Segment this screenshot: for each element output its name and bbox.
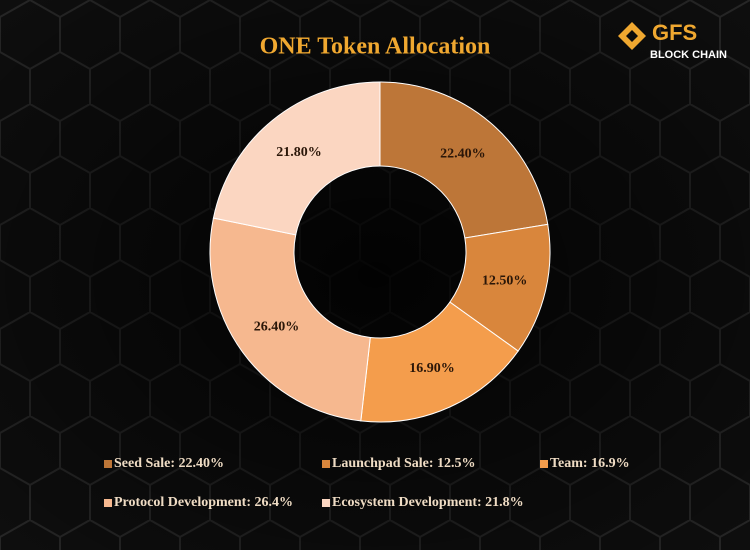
legend-swatch bbox=[104, 460, 112, 468]
logo-text: GFS bbox=[652, 20, 697, 45]
data-label: 16.90% bbox=[409, 361, 455, 376]
legend-swatch bbox=[322, 460, 330, 468]
data-label: 21.80% bbox=[276, 145, 322, 160]
wedge bbox=[209, 217, 371, 422]
legend-label: Protocol Development: 26.4% bbox=[114, 495, 293, 510]
wedge bbox=[360, 301, 519, 423]
legend-label: Seed Sale: 22.40% bbox=[114, 456, 224, 471]
legend-label: Launchpad Sale: 12.5% bbox=[332, 456, 476, 471]
chart-title: ONE Token Allocation bbox=[260, 34, 491, 60]
wedge bbox=[212, 81, 381, 236]
data-label: 12.50% bbox=[482, 273, 528, 288]
legend-swatch bbox=[540, 460, 548, 468]
data-label: 26.40% bbox=[254, 319, 300, 334]
legend-swatch bbox=[322, 499, 330, 507]
data-label: 22.40% bbox=[440, 147, 486, 162]
logo: GFS BLOCK CHAIN bbox=[618, 20, 727, 61]
wedge bbox=[379, 81, 549, 239]
logo-subtext: BLOCK CHAIN bbox=[650, 49, 727, 61]
legend-label: Team: 16.9% bbox=[550, 456, 630, 471]
legend-label: Ecosystem Development: 21.8% bbox=[332, 495, 524, 510]
logo-icon bbox=[618, 22, 646, 50]
legend-swatch bbox=[104, 499, 112, 507]
